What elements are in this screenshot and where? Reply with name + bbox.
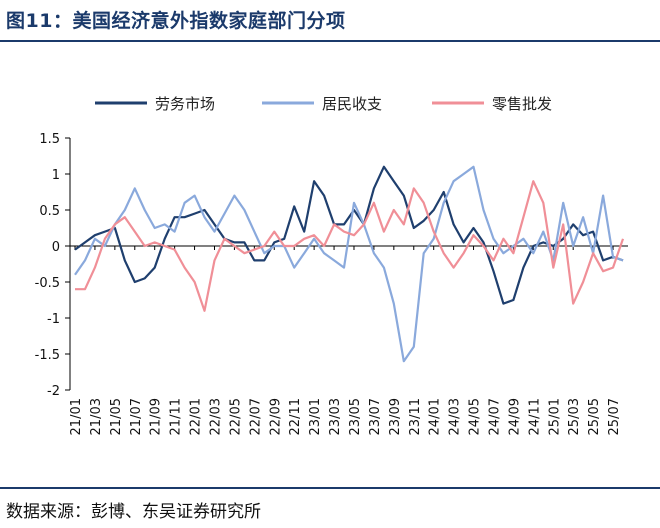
x-tick-label: 21/09 <box>149 398 164 435</box>
y-tick-label: -1.5 <box>35 348 60 363</box>
y-tick-label: 0.5 <box>39 204 60 219</box>
x-tick-label: 25/01 <box>547 398 562 435</box>
x-tick-label: 21/01 <box>69 398 84 435</box>
x-tick-label: 24/05 <box>468 398 483 435</box>
legend-label: 劳务市场 <box>155 95 215 113</box>
x-tick-label: 21/11 <box>169 398 184 435</box>
series-line-3 <box>75 180 625 312</box>
x-tick-label: 22/03 <box>208 398 223 435</box>
x-tick-label: 25/07 <box>607 398 622 435</box>
y-tick-label: 1.5 <box>39 132 60 147</box>
y-tick-label: -1 <box>47 312 60 327</box>
x-tick-label: 24/07 <box>487 398 502 435</box>
source-bar: 数据来源：彭博、东吴证券研究所 <box>0 487 660 528</box>
x-tick-label: 23/11 <box>408 398 423 435</box>
x-tick-label: 23/05 <box>348 398 363 435</box>
x-tick-label: 21/07 <box>129 398 144 435</box>
x-tick-label: 23/07 <box>368 398 383 435</box>
x-tick-label: 23/09 <box>388 398 403 435</box>
series-line-2 <box>74 165 624 363</box>
y-tick-label: 1 <box>52 168 60 183</box>
x-tick-label: 21/05 <box>109 398 124 435</box>
chart-series <box>74 165 625 363</box>
x-tick-label: 22/07 <box>248 398 263 435</box>
x-tick-label: 24/11 <box>527 398 542 435</box>
y-tick-label: -0.5 <box>35 276 60 291</box>
x-tick-label: 24/09 <box>507 398 522 435</box>
chart-axes: 1.5 1 0.5 0 -0.5 -1 -1.5 -2 21/01 21/03 21/05 21/07… <box>35 132 628 435</box>
x-tick-label: 21/03 <box>89 398 104 435</box>
x-tick-label: 25/05 <box>587 398 602 435</box>
x-tick-label: 23/01 <box>308 398 323 435</box>
title-bar: 图11：美国经济意外指数家庭部门分项 <box>0 0 660 42</box>
x-tick-label: 22/11 <box>288 398 303 435</box>
x-tick-label: 24/03 <box>448 398 463 435</box>
x-tick-label: 22/05 <box>228 398 243 435</box>
x-tick-label: 23/03 <box>328 398 343 435</box>
legend-label: 居民收支 <box>322 95 382 113</box>
x-tick-label: 22/09 <box>268 398 283 435</box>
legend-label: 零售批发 <box>492 95 552 113</box>
x-tick-label: 25/03 <box>567 398 582 435</box>
figure-title: 图11：美国经济意外指数家庭部门分项 <box>6 10 346 32</box>
x-tick-label: 22/01 <box>189 398 204 435</box>
chart-legend: 劳务市场 居民收支 零售批发 <box>95 95 552 113</box>
x-tick-label: 24/01 <box>428 398 443 435</box>
source-note: 数据来源：彭博、东吴证券研究所 <box>6 502 261 522</box>
y-tick-label: 0 <box>52 240 60 255</box>
y-tick-label: -2 <box>47 384 60 399</box>
line-chart: 劳务市场 居民收支 零售批发 1.5 1 0.5 0 -0.5 -1 -1.5 -2 21/01 21… <box>35 95 628 435</box>
